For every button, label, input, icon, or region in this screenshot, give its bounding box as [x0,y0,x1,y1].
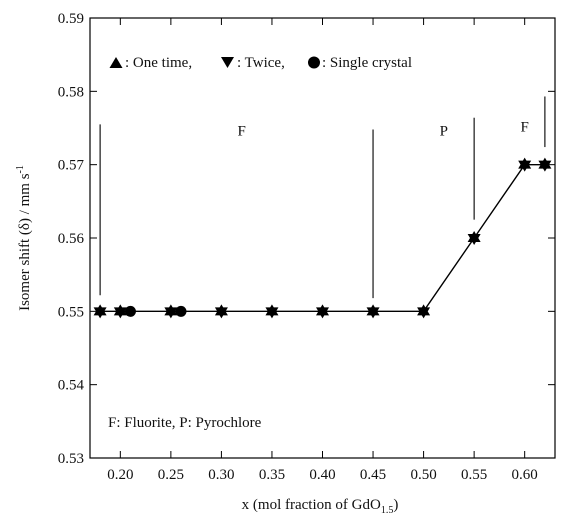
x-axis: 0.20 0.25 0.30 0.35 0.40 0.45 0.50 0.55 0.60 [107,18,538,483]
marker-twice [93,307,107,319]
marker-twice [164,307,178,319]
x-axis-title: x (mol fraction of GdO1.5) [242,497,399,516]
region-label: F [237,123,245,139]
marker-twice [265,307,279,319]
y-axis-title-main: Isomer shift (δ) / mm s [17,173,33,311]
y-tick-label: 0.56 [58,231,85,247]
x-tick-label: 0.35 [259,467,285,483]
y-tick-label: 0.57 [58,158,85,174]
marker-twice [538,160,552,172]
x-axis-title-main: x (mol fraction of GdO [242,497,381,513]
marker-twice [113,307,127,319]
marker-twice [316,307,329,319]
x-tick-label: 0.45 [360,467,386,483]
x-tick-label: 0.20 [107,467,133,483]
legend-label-one-time: : One time, [125,55,192,71]
x-tick-label: 0.55 [461,467,487,483]
annotation-text: F: Fluorite, P: Pyrochlore [108,415,262,431]
legend-marker-twice [221,57,234,68]
y-tick-label: 0.55 [58,304,84,320]
y-tick-label: 0.53 [58,451,84,467]
x-tick-label: 0.25 [158,467,184,483]
data-markers [93,157,552,319]
marker-twice [417,307,431,319]
legend-marker-single-crystal [308,56,320,69]
region-label: P [440,123,448,139]
marker-twice [214,307,228,319]
y-axis-title-sup: -1 [15,165,26,173]
marker-twice [366,307,380,319]
region-label: F [521,120,529,136]
x-tick-label: 0.40 [309,467,335,483]
x-tick-label: 0.50 [410,467,436,483]
marker-single-crystal [124,305,136,317]
legend: : One time, : Twice, : Single crystal [109,55,412,71]
x-tick-label: 0.60 [512,467,538,483]
marker-twice [467,234,481,245]
legend-marker-one-time [109,57,123,68]
marker-single-crystal [175,305,187,317]
y-axis: 0.53 0.54 0.55 0.56 0.57 0.58 0.59 [58,11,555,467]
x-tick-label: 0.30 [208,467,234,483]
x-axis-title-sub: 1.5 [381,505,394,516]
y-tick-label: 0.59 [58,11,84,27]
y-tick-label: 0.58 [58,84,84,100]
x-axis-title-end: ) [393,497,398,513]
legend-label-twice: : Twice, [237,55,285,71]
legend-label-single-crystal: : Single crystal [322,55,412,71]
y-tick-label: 0.54 [58,378,85,394]
phase-boundaries [99,96,546,299]
plot-frame [89,17,556,459]
marker-twice [518,160,532,172]
y-axis-title: Isomer shift (δ) / mm s-1 [15,165,33,311]
